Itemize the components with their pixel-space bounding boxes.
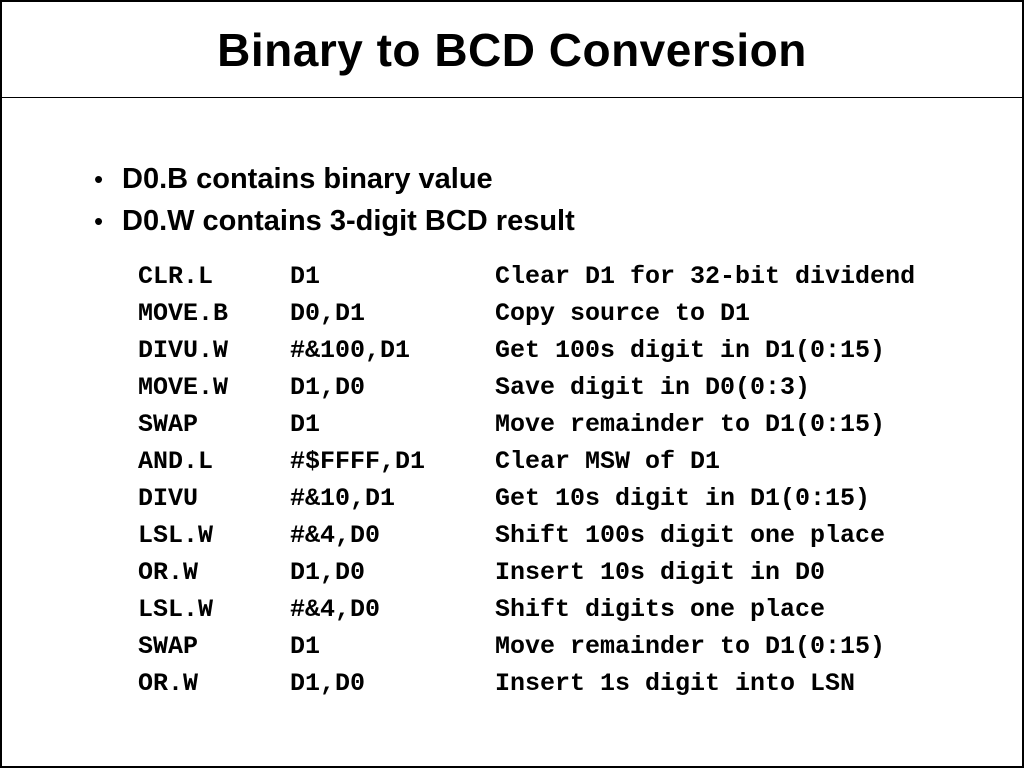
code-comment: Move remainder to D1(0:15) [495,410,886,439]
code-args: D1 [290,632,321,661]
code-op: AND.L [138,447,214,476]
code-line: LSL.W #&4,D0 Shift digits one place [138,591,1022,628]
code-args: D1 [290,410,321,439]
code-line: CLR.L D1 Clear D1 for 32-bit dividend [138,258,1022,295]
code-comment: Shift digits one place [495,595,826,624]
code-op: SWAP [138,410,199,439]
code-comment: Move remainder to D1(0:15) [495,632,886,661]
slide-body: D0.B contains binary valueD0.W contains … [2,158,1022,702]
code-op: DIVU.W [138,336,229,365]
code-comment: Get 100s digit in D1(0:15) [495,336,886,365]
code-comment: Clear D1 for 32-bit dividend [495,262,916,291]
code-line: OR.W D1,D0 Insert 10s digit in D0 [138,554,1022,591]
bullet-item: D0.W contains 3-digit BCD result [92,200,1022,242]
code-args: D1,D0 [290,669,366,698]
code-args: #$FFFF,D1 [290,447,426,476]
code-comment: Save digit in D0(0:3) [495,373,811,402]
code-line: SWAP D1 Move remainder to D1(0:15) [138,406,1022,443]
code-comment: Clear MSW of D1 [495,447,721,476]
code-args: #&100,D1 [290,336,411,365]
code-line: SWAP D1 Move remainder to D1(0:15) [138,628,1022,665]
code-comment: Shift 100s digit one place [495,521,886,550]
code-args: #&4,D0 [290,595,381,624]
code-args: D1,D0 [290,558,366,587]
code-args: #&4,D0 [290,521,381,550]
code-line: DIVU #&10,D1 Get 10s digit in D1(0:15) [138,480,1022,517]
code-op: OR.W [138,669,199,698]
code-line: AND.L #$FFFF,D1 Clear MSW of D1 [138,443,1022,480]
code-op: DIVU [138,484,199,513]
code-line: MOVE.W D1,D0 Save digit in D0(0:3) [138,369,1022,406]
code-listing: CLR.L D1 Clear D1 for 32-bit dividend MOVE.… [138,258,1022,702]
page-title: Binary to BCD Conversion [217,23,807,76]
bullet-list: D0.B contains binary valueD0.W contains … [92,158,1022,242]
code-args: D0,D1 [290,299,366,328]
code-op: CLR.L [138,262,214,291]
code-op: OR.W [138,558,199,587]
code-op: SWAP [138,632,199,661]
code-op: MOVE.B [138,299,229,328]
code-args: D1 [290,262,321,291]
code-comment: Insert 10s digit in D0 [495,558,826,587]
code-line: DIVU.W #&100,D1 Get 100s digit in D1(0:15) [138,332,1022,369]
title-band: Binary to BCD Conversion [2,2,1022,98]
code-op: LSL.W [138,521,214,550]
code-line: MOVE.B D0,D1 Copy source to D1 [138,295,1022,332]
code-op: LSL.W [138,595,214,624]
code-comment: Insert 1s digit into LSN [495,669,856,698]
code-op: MOVE.W [138,373,229,402]
bullet-item: D0.B contains binary value [92,158,1022,200]
code-args: D1,D0 [290,373,366,402]
code-comment: Copy source to D1 [495,299,751,328]
code-args: #&10,D1 [290,484,396,513]
code-comment: Get 10s digit in D1(0:15) [495,484,871,513]
code-line: OR.W D1,D0 Insert 1s digit into LSN [138,665,1022,702]
code-line: LSL.W #&4,D0 Shift 100s digit one place [138,517,1022,554]
